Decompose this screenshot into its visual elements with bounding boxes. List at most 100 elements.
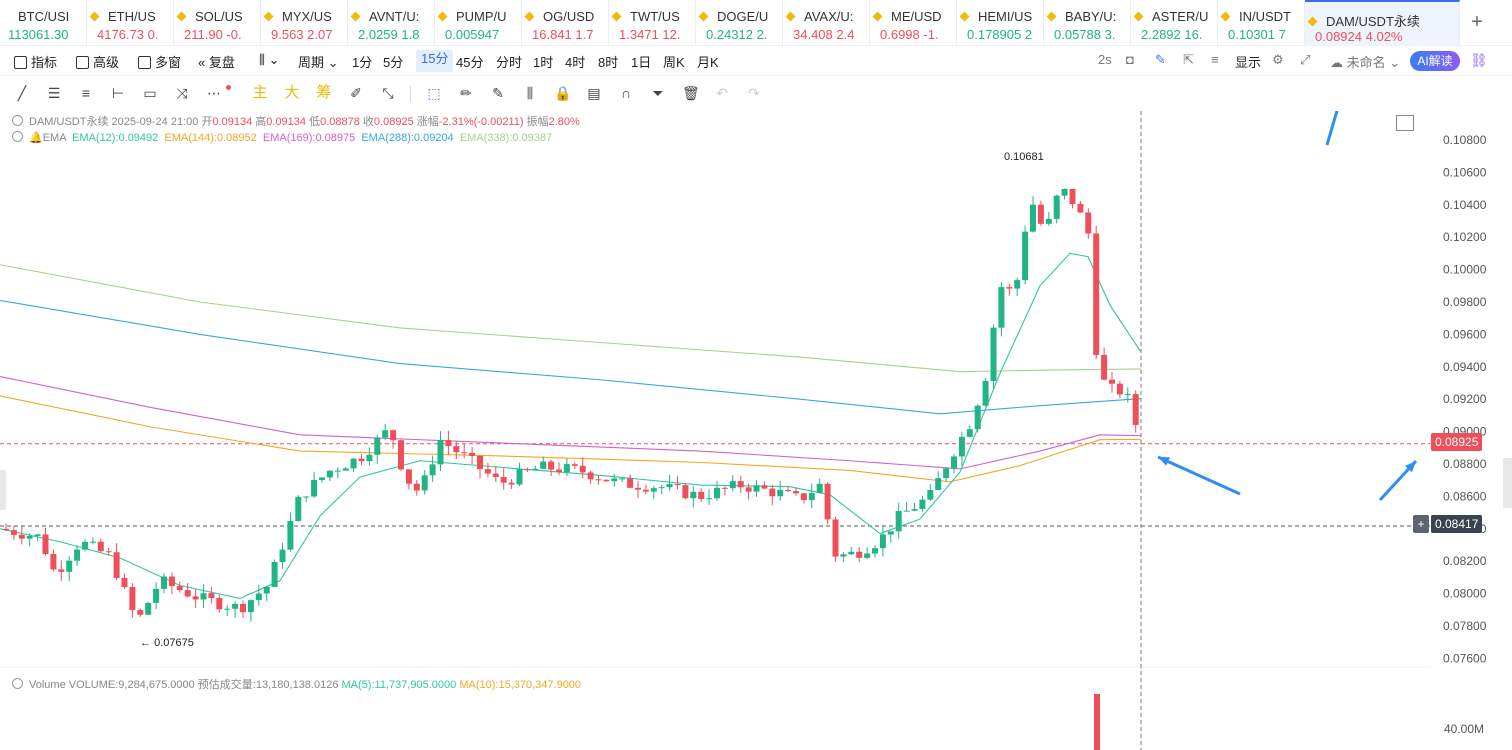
candles-compare-icon[interactable]: ⫼	[526, 85, 534, 101]
lock-icon[interactable]: 🔒	[554, 85, 572, 101]
fullscreen-icon[interactable]: ⤢	[1300, 52, 1311, 67]
interval-2[interactable]: 15分	[416, 50, 454, 72]
candle-body	[429, 464, 436, 476]
period-button[interactable]: 周期 ⌄	[298, 55, 339, 70]
share-icon[interactable]: ⇱	[1183, 52, 1194, 67]
trendline-icon[interactable]: ╱	[17, 85, 27, 101]
interval-7[interactable]: 8时	[598, 55, 619, 70]
interval-0[interactable]: 1分	[352, 55, 373, 70]
interval-8[interactable]: 1日	[631, 55, 652, 70]
redo-icon[interactable]: ↷	[748, 85, 760, 101]
select-icon[interactable]: ⬚	[427, 85, 441, 101]
ticker-tab[interactable]: DOGE/U 0.24312 2.	[696, 0, 783, 46]
replay-button[interactable]: « 复盘	[198, 55, 235, 70]
ticker-tab[interactable]: DAM/USDT永续 0.08924 4.02%	[1305, 0, 1460, 46]
rectangle-icon[interactable]: ▭	[143, 85, 157, 101]
horizontal-ray-icon[interactable]: ⊢	[111, 85, 125, 101]
chart-type-button[interactable]: ⫼ ⌄	[259, 52, 280, 68]
list-icon[interactable]: ≡	[1211, 52, 1219, 67]
period-toolbar: 指标 高级 多窗 « 复盘 ⫼ ⌄ 周期 ⌄ 1分 5分 15分 45分 分时 1时 4时 8…	[0, 46, 1512, 76]
candle-body	[247, 600, 254, 613]
candle-body	[121, 578, 128, 588]
ticker-tab[interactable]: TWT/US 1.3471 12.	[609, 0, 696, 46]
advanced-button[interactable]: 高级	[76, 52, 119, 71]
note-icon[interactable]: ▤	[587, 85, 601, 101]
parallel-channel-icon[interactable]: ≡	[81, 85, 91, 101]
path-icon[interactable]: ⤨	[176, 85, 188, 101]
big-order-button[interactable]: 大	[284, 84, 300, 101]
interval-6[interactable]: 4时	[565, 55, 586, 70]
layout-name-dropdown[interactable]: ☁ 未命名 ⌄	[1330, 55, 1401, 70]
side-panel-handle[interactable]	[1503, 458, 1512, 508]
interval-1[interactable]: 5分	[383, 55, 404, 70]
refresh-interval[interactable]: 2s	[1098, 52, 1112, 67]
eye-icon[interactable]	[12, 115, 23, 126]
candle-body	[26, 535, 33, 539]
ticker-symbol: ME/USD	[872, 9, 942, 24]
interval-3[interactable]: 45分	[456, 55, 484, 70]
ticker-tab[interactable]: HEMI/US 0.178905 2	[957, 0, 1044, 46]
chips-button[interactable]: 筹	[316, 84, 332, 101]
gear-icon[interactable]: ⚙	[1272, 52, 1284, 67]
add-tab-icon[interactable]: +	[1471, 11, 1483, 33]
candle-body	[319, 477, 325, 480]
ticker-tab[interactable]: AVNT/U: 2.0259 1.8	[348, 0, 435, 46]
display-button[interactable]: 显示	[1235, 55, 1262, 70]
ticker-tab[interactable]: ME/USD 0.6998 -1.	[870, 0, 957, 46]
eye-icon[interactable]	[12, 678, 23, 689]
left-panel-handle[interactable]	[0, 470, 6, 510]
ticker-price: 211.90 -0.	[184, 27, 242, 42]
interval-5[interactable]: 1时	[533, 55, 554, 70]
trash-icon[interactable]: 🗑	[682, 85, 700, 101]
low-marker: ← 0.07675	[140, 637, 194, 649]
ruler-icon[interactable]: ✏	[460, 85, 472, 101]
indicator-button[interactable]: 指标	[14, 52, 57, 71]
ai-analysis-button[interactable]: AI解读	[1410, 51, 1460, 71]
ticker-symbol: DOGE/U	[698, 9, 768, 24]
expand-icon[interactable]	[1396, 115, 1414, 131]
brush-icon[interactable]: ✎	[492, 85, 504, 101]
ticker-tab[interactable]: ETH/US 4176.73 0.	[87, 0, 174, 46]
horizontal-lines-icon[interactable]: ☰	[47, 85, 61, 101]
ticker-tab[interactable]: OG/USD 16.841 1.7	[522, 0, 609, 46]
volume-legend: Volume VOLUME:9,284,675.0000 预估成交量:13,18…	[12, 676, 581, 692]
more-icon[interactable]: ⋯	[207, 85, 221, 101]
add-alert-icon[interactable]: +	[1413, 515, 1429, 533]
price-chart[interactable]: 0.10800 0.10600 0.10400 0.10200 0.10000 0.098…	[0, 111, 1512, 750]
eye-icon[interactable]	[12, 131, 23, 142]
undo-icon[interactable]: ↶	[716, 85, 728, 101]
coin-icon	[698, 11, 709, 22]
main-chart-button[interactable]: 主	[252, 84, 268, 101]
edit-icon[interactable]: ✐	[350, 85, 362, 101]
candle-body	[303, 496, 310, 498]
filter-icon[interactable]: ⏷	[652, 85, 664, 101]
price-axis-label: 0.08200	[1443, 554, 1487, 568]
candle-body	[97, 541, 104, 552]
ticker-tab[interactable]: MYX/US 9.563 2.07	[261, 0, 348, 46]
link-icon[interactable]: ⛓	[1470, 52, 1488, 68]
bell-icon[interactable]: 🔔	[29, 132, 43, 144]
candle-body	[769, 488, 776, 497]
grid-icon	[138, 56, 151, 69]
candles-icon: ⫼	[259, 52, 265, 67]
ticker-tab[interactable]: PUMP/U 0.005947	[435, 0, 522, 46]
ticker-tab[interactable]: BTC/USI 113061.30	[0, 0, 87, 46]
pen-icon[interactable]: ✎	[1155, 52, 1166, 67]
ticker-symbol: SOL/US	[176, 9, 243, 24]
interval-9[interactable]: 周K	[663, 55, 685, 70]
camera-icon[interactable]: ◘	[1126, 52, 1134, 67]
magnet-icon[interactable]: ∩	[620, 85, 632, 101]
drawing-toolbar: ╱ ☰ ≡ ⊢ ▭ ⤨ ⋯ 主 大 筹 ✐ ⤡ ⬚ ✏ ✎ ⫼ 🔒 ▤ ∩ ⏷ …	[0, 77, 1512, 111]
interval-4[interactable]: 分时	[496, 55, 523, 70]
candle-body	[477, 455, 483, 470]
ticker-tab[interactable]: AVAX/U: 34.408 2.4	[783, 0, 870, 46]
ticker-tab[interactable]: ASTER/U 2.2892 16.	[1131, 0, 1218, 46]
coin-icon	[785, 11, 796, 22]
multi-window-button[interactable]: 多窗	[138, 52, 181, 71]
ticker-tab[interactable]: BABY/U: 0.05788 3.	[1044, 0, 1131, 46]
interval-10[interactable]: 月K	[697, 55, 719, 70]
ticker-tab[interactable]: SOL/US 211.90 -0.	[174, 0, 261, 46]
measure-icon[interactable]: ⤡	[382, 85, 394, 101]
candle-body	[200, 593, 207, 600]
ticker-tab[interactable]: IN/USDT 0.10301 7	[1218, 0, 1305, 46]
